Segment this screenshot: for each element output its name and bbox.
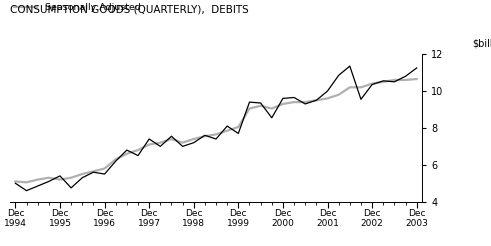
Original	[124, 149, 130, 152]
Original	[325, 90, 330, 92]
Legend: Original, Seasonally Adjusted: Original, Seasonally Adjusted	[10, 0, 144, 16]
Original	[403, 75, 409, 78]
Seasonally Adjusted	[347, 86, 353, 89]
Seasonally Adjusted	[280, 102, 286, 105]
Seasonally Adjusted	[291, 101, 297, 104]
Seasonally Adjusted	[202, 135, 208, 138]
Seasonally Adjusted	[358, 86, 364, 89]
Original	[157, 145, 163, 148]
Original	[202, 134, 208, 137]
Seasonally Adjusted	[102, 167, 108, 170]
Seasonally Adjusted	[68, 176, 74, 179]
Original	[24, 189, 29, 192]
Original	[302, 102, 308, 105]
Seasonally Adjusted	[213, 133, 219, 136]
Original	[246, 101, 252, 104]
Seasonally Adjusted	[246, 107, 252, 110]
Seasonally Adjusted	[302, 101, 308, 104]
Original	[391, 80, 397, 83]
Original	[80, 176, 85, 179]
Seasonally Adjusted	[146, 143, 152, 146]
Text: CONSUMPTION GOODS (QUARTERLY),  DEBITS: CONSUMPTION GOODS (QUARTERLY), DEBITS	[10, 5, 248, 15]
Seasonally Adjusted	[157, 141, 163, 144]
Original	[168, 135, 174, 138]
Original	[102, 173, 108, 176]
Original	[269, 116, 275, 119]
Seasonally Adjusted	[258, 104, 264, 107]
Original	[381, 79, 386, 82]
Seasonally Adjusted	[313, 99, 319, 102]
Original	[213, 138, 219, 140]
Original	[235, 132, 241, 135]
Original	[258, 102, 264, 105]
Original	[135, 154, 141, 157]
Seasonally Adjusted	[57, 178, 63, 181]
Line: Original: Original	[15, 66, 417, 191]
Seasonally Adjusted	[269, 107, 275, 110]
Original	[68, 186, 74, 189]
Seasonally Adjusted	[12, 180, 18, 183]
Original	[291, 96, 297, 99]
Seasonally Adjusted	[46, 176, 52, 179]
Original	[280, 97, 286, 100]
Original	[369, 83, 375, 86]
Seasonally Adjusted	[414, 77, 420, 80]
Seasonally Adjusted	[235, 125, 241, 128]
Seasonally Adjusted	[325, 97, 330, 100]
Seasonally Adjusted	[191, 138, 197, 140]
Seasonally Adjusted	[135, 149, 141, 152]
Original	[224, 124, 230, 127]
Seasonally Adjusted	[80, 173, 85, 176]
Original	[313, 99, 319, 102]
Seasonally Adjusted	[124, 152, 130, 155]
Original	[414, 66, 420, 69]
Seasonally Adjusted	[113, 158, 119, 161]
Seasonally Adjusted	[90, 170, 96, 173]
Seasonally Adjusted	[391, 78, 397, 81]
Original	[358, 98, 364, 101]
Original	[336, 74, 342, 77]
Seasonally Adjusted	[35, 178, 41, 181]
Original	[113, 160, 119, 163]
Original	[12, 182, 18, 185]
Original	[347, 65, 353, 68]
Original	[146, 138, 152, 140]
Seasonally Adjusted	[336, 93, 342, 96]
Original	[35, 184, 41, 187]
Original	[180, 145, 186, 148]
Line: Seasonally Adjusted: Seasonally Adjusted	[15, 79, 417, 182]
Original	[46, 180, 52, 183]
Seasonally Adjusted	[180, 141, 186, 144]
Original	[90, 171, 96, 174]
Seasonally Adjusted	[168, 138, 174, 140]
Seasonally Adjusted	[403, 78, 409, 81]
Original	[191, 141, 197, 144]
Seasonally Adjusted	[24, 181, 29, 184]
Text: $billion: $billion	[472, 38, 491, 48]
Seasonally Adjusted	[381, 80, 386, 83]
Original	[57, 174, 63, 177]
Seasonally Adjusted	[369, 82, 375, 85]
Seasonally Adjusted	[224, 129, 230, 132]
